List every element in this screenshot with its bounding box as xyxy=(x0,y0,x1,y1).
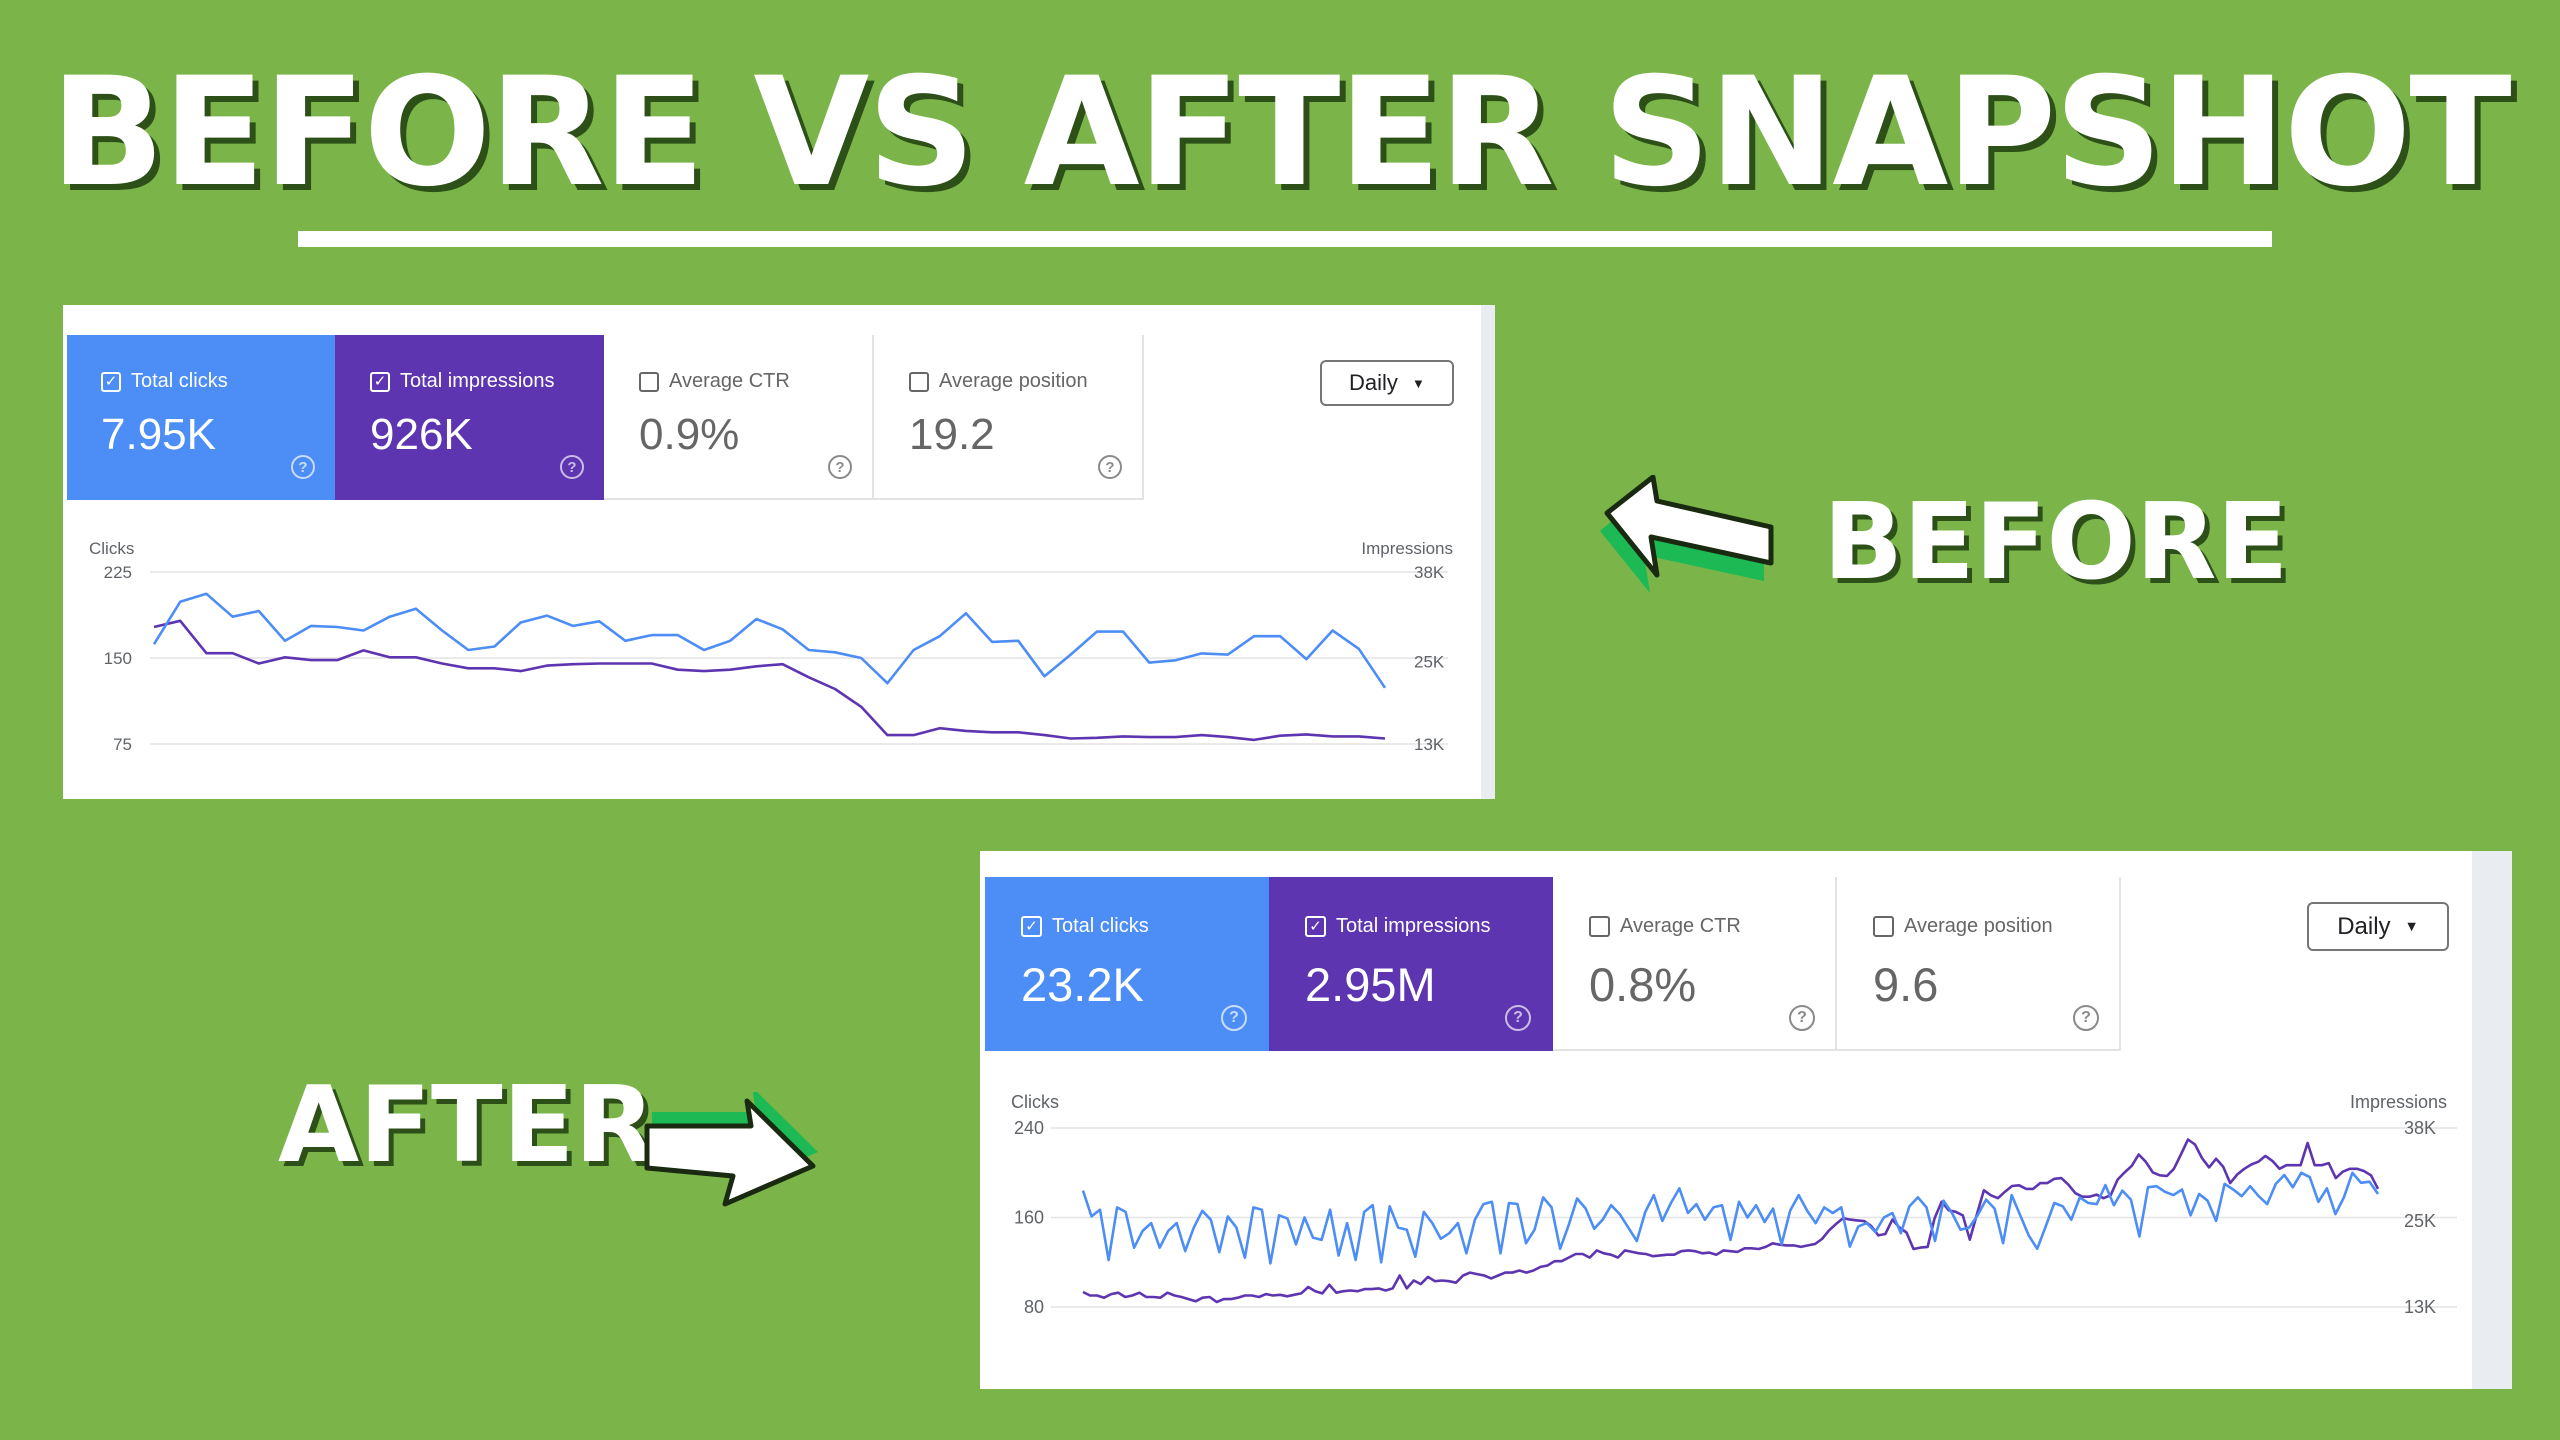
right-axis-tick-label: 25K xyxy=(1414,652,1445,671)
after-card: ✓ Total clicks 23.2K ? ✓ Total impressio… xyxy=(985,877,2471,1389)
before-label: BEFORE xyxy=(1823,481,2289,603)
page-title: BEFORE VS AFTER SNAPSHOT xyxy=(50,46,2511,220)
metric-value: 19.2 xyxy=(909,410,995,459)
left-axis-tick-label: 150 xyxy=(104,649,132,668)
checkbox-checked-icon[interactable]: ✓ xyxy=(1021,916,1042,937)
right-axis-tick-label: 13K xyxy=(2404,1297,2436,1317)
metric-value: 926K xyxy=(370,410,473,459)
metric-label: Average CTR xyxy=(1620,915,1741,937)
metric-value: 0.8% xyxy=(1589,958,1697,1011)
before-panel: ✓ Total clicks 7.95K ? ✓ Total impressio… xyxy=(63,305,1495,799)
left-axis-tick-label: 240 xyxy=(1014,1118,1044,1138)
date-range-dropdown[interactable]: Daily ▼ xyxy=(1320,360,1454,406)
checkbox-checked-icon[interactable]: ✓ xyxy=(101,371,121,392)
before-card: ✓ Total clicks 7.95K ? ✓ Total impressio… xyxy=(67,335,1477,799)
right-axis-title: Impressions xyxy=(1361,539,1453,558)
checkbox-empty-icon[interactable] xyxy=(909,371,929,392)
arrow-body-shape xyxy=(1604,475,1774,578)
metric-tile-average-position[interactable]: Average position 19.2 ? xyxy=(874,335,1144,500)
left-axis-tick-label: 225 xyxy=(104,563,132,582)
checkbox-empty-icon[interactable] xyxy=(1589,916,1610,937)
metric-tile-average-ctr[interactable]: Average CTR 0.8% ? xyxy=(1553,877,1837,1051)
right-axis-tick-label: 38K xyxy=(2404,1118,2436,1138)
help-circle-icon[interactable]: ? xyxy=(1789,1005,1815,1031)
metric-tile-average-position[interactable]: Average position 9.6 ? xyxy=(1837,877,2121,1051)
date-range-value: Daily xyxy=(2337,912,2391,940)
left-axis-tick-label: 80 xyxy=(1024,1297,1044,1317)
left-axis-title: Clicks xyxy=(1011,1092,1059,1112)
left-axis-tick-label: 75 xyxy=(113,735,132,754)
date-range-dropdown[interactable]: Daily ▼ xyxy=(2307,902,2449,951)
help-circle-icon[interactable]: ? xyxy=(1221,1005,1247,1031)
metric-label: Total clicks xyxy=(1052,915,1149,937)
metric-label: Average position xyxy=(1904,915,2053,937)
checkbox-empty-icon[interactable] xyxy=(1873,916,1894,937)
right-axis-title: Impressions xyxy=(2350,1092,2447,1112)
metric-label: Average CTR xyxy=(669,370,790,392)
arrow-body-shape xyxy=(644,1098,816,1207)
after-panel: ✓ Total clicks 23.2K ? ✓ Total impressio… xyxy=(980,851,2512,1389)
before-performance-chart: 225 150 75 38K 25K 13K Clicks Impressions xyxy=(89,539,1453,754)
metric-tile-average-ctr[interactable]: Average CTR 0.9% ? xyxy=(604,335,874,500)
metric-tile-total-clicks[interactable]: ✓ Total clicks 7.95K ? xyxy=(67,335,335,500)
dropdown-caret-icon: ▼ xyxy=(2404,918,2419,935)
help-circle-icon[interactable]: ? xyxy=(828,455,852,479)
pointer-arrow-icon xyxy=(644,1092,818,1207)
clicks-series-line xyxy=(152,592,1387,689)
metric-value: 9.6 xyxy=(1873,958,1939,1011)
impressions-series-line xyxy=(1082,1138,2380,1304)
metric-tile-total-clicks[interactable]: ✓ Total clicks 23.2K ? xyxy=(985,877,1269,1051)
metric-tile-total-impressions[interactable]: ✓ Total impressions 926K ? xyxy=(335,335,604,500)
help-circle-icon[interactable]: ? xyxy=(1505,1005,1531,1031)
help-circle-icon[interactable]: ? xyxy=(291,455,315,479)
help-circle-icon[interactable]: ? xyxy=(1098,455,1122,479)
after-performance-chart: 240 160 80 38K 25K 13K Clicks Impressions xyxy=(1011,1092,2457,1317)
metric-label: Total clicks xyxy=(131,370,228,392)
left-axis-title: Clicks xyxy=(89,539,134,558)
right-axis-tick-label: 38K xyxy=(1414,563,1445,582)
metric-label: Total impressions xyxy=(1336,915,1491,937)
checkbox-checked-icon[interactable]: ✓ xyxy=(370,371,390,392)
metric-tile-total-impressions[interactable]: ✓ Total impressions 2.95M ? xyxy=(1269,877,1553,1051)
left-axis-tick-label: 160 xyxy=(1014,1208,1044,1228)
clicks-series-line xyxy=(1081,1171,2380,1265)
metric-value: 2.95M xyxy=(1305,958,1436,1011)
after-label: AFTER xyxy=(278,1064,656,1186)
title-underline xyxy=(298,231,2272,247)
impressions-series-line xyxy=(153,619,1386,742)
metric-value: 7.95K xyxy=(101,410,216,459)
metric-value: 0.9% xyxy=(639,410,740,459)
date-range-value: Daily xyxy=(1349,370,1398,395)
right-axis-tick-label: 25K xyxy=(2404,1211,2436,1231)
metric-label: Average position xyxy=(939,370,1088,392)
metric-value: 23.2K xyxy=(1021,958,1144,1011)
checkbox-checked-icon[interactable]: ✓ xyxy=(1305,916,1326,937)
help-circle-icon[interactable]: ? xyxy=(560,455,584,479)
right-axis-tick-label: 13K xyxy=(1414,735,1445,754)
metric-label: Total impressions xyxy=(400,370,555,392)
checkbox-empty-icon[interactable] xyxy=(639,371,659,392)
help-circle-icon[interactable]: ? xyxy=(2073,1005,2099,1031)
dropdown-caret-icon: ▼ xyxy=(1411,375,1425,391)
pointer-arrow-icon xyxy=(1600,475,1774,593)
panel-edge xyxy=(2472,851,2512,1389)
panel-edge xyxy=(1481,305,1495,799)
